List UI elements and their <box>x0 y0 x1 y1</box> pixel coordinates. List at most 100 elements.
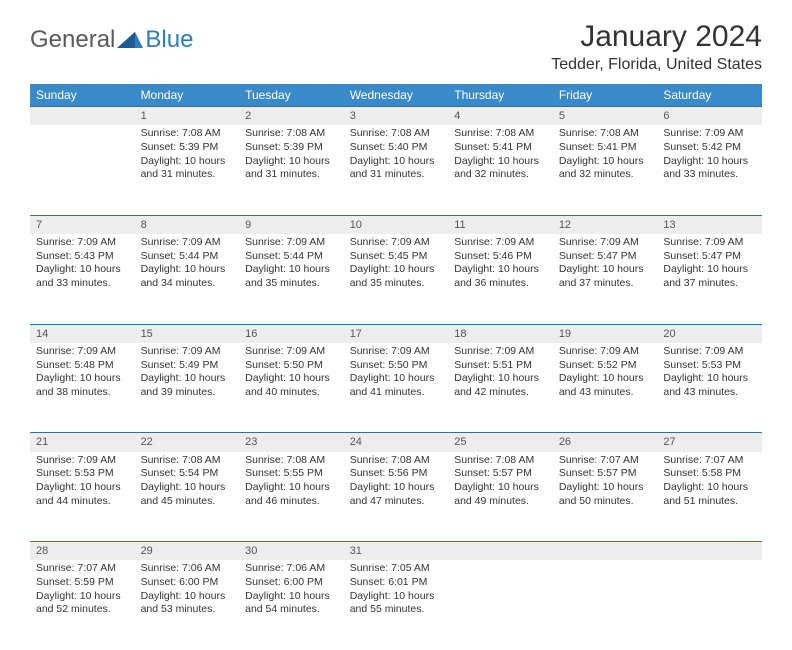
sunrise-text: Sunrise: 7:09 AM <box>36 454 129 468</box>
sunset-text: Sunset: 5:52 PM <box>559 359 652 373</box>
day-cell <box>657 560 762 650</box>
daylight-text: Daylight: 10 hours and 37 minutes. <box>559 263 652 290</box>
sunrise-text: Sunrise: 7:08 AM <box>454 127 547 141</box>
day-cell: Sunrise: 7:07 AMSunset: 5:59 PMDaylight:… <box>30 560 135 650</box>
day-cell: Sunrise: 7:07 AMSunset: 5:58 PMDaylight:… <box>657 452 762 542</box>
day-cell: Sunrise: 7:08 AMSunset: 5:54 PMDaylight:… <box>135 452 240 542</box>
sunset-text: Sunset: 5:53 PM <box>36 467 129 481</box>
sunset-text: Sunset: 5:59 PM <box>36 576 129 590</box>
sunrise-text: Sunrise: 7:09 AM <box>559 345 652 359</box>
day-cell: Sunrise: 7:08 AMSunset: 5:40 PMDaylight:… <box>344 125 449 215</box>
weekday-header: Wednesday <box>344 84 449 107</box>
sunset-text: Sunset: 5:50 PM <box>350 359 443 373</box>
month-title: January 2024 <box>551 20 762 54</box>
sunset-text: Sunset: 5:39 PM <box>141 141 234 155</box>
day-number-cell: 7 <box>30 215 135 234</box>
weekday-header: Saturday <box>657 84 762 107</box>
sunset-text: Sunset: 5:56 PM <box>350 467 443 481</box>
sunset-text: Sunset: 5:48 PM <box>36 359 129 373</box>
sunrise-text: Sunrise: 7:09 AM <box>350 236 443 250</box>
day-number-cell <box>448 542 553 561</box>
sunset-text: Sunset: 5:50 PM <box>245 359 338 373</box>
daylight-text: Daylight: 10 hours and 46 minutes. <box>245 481 338 508</box>
sunset-text: Sunset: 5:51 PM <box>454 359 547 373</box>
sunset-text: Sunset: 5:57 PM <box>454 467 547 481</box>
day-cell: Sunrise: 7:09 AMSunset: 5:50 PMDaylight:… <box>344 343 449 433</box>
sunrise-text: Sunrise: 7:09 AM <box>559 236 652 250</box>
day-number-cell: 16 <box>239 324 344 343</box>
day-number-cell: 11 <box>448 215 553 234</box>
day-number-cell: 27 <box>657 433 762 452</box>
day-cell: Sunrise: 7:08 AMSunset: 5:41 PMDaylight:… <box>448 125 553 215</box>
sunrise-text: Sunrise: 7:06 AM <box>245 562 338 576</box>
day-number-cell: 5 <box>553 107 658 126</box>
sunset-text: Sunset: 5:40 PM <box>350 141 443 155</box>
day-number-cell <box>30 107 135 126</box>
daylight-text: Daylight: 10 hours and 47 minutes. <box>350 481 443 508</box>
sunset-text: Sunset: 5:57 PM <box>559 467 652 481</box>
day-number-cell: 12 <box>553 215 658 234</box>
daylight-text: Daylight: 10 hours and 39 minutes. <box>141 372 234 399</box>
daylight-text: Daylight: 10 hours and 53 minutes. <box>141 590 234 617</box>
day-number-cell: 29 <box>135 542 240 561</box>
daylight-text: Daylight: 10 hours and 32 minutes. <box>559 155 652 182</box>
day-cell: Sunrise: 7:08 AMSunset: 5:39 PMDaylight:… <box>135 125 240 215</box>
daylight-text: Daylight: 10 hours and 42 minutes. <box>454 372 547 399</box>
day-cell: Sunrise: 7:07 AMSunset: 5:57 PMDaylight:… <box>553 452 658 542</box>
daylight-text: Daylight: 10 hours and 38 minutes. <box>36 372 129 399</box>
sunrise-text: Sunrise: 7:09 AM <box>141 236 234 250</box>
sunrise-text: Sunrise: 7:09 AM <box>141 345 234 359</box>
day-content-row: Sunrise: 7:09 AMSunset: 5:53 PM Daylight:… <box>30 452 762 542</box>
day-number-row: 28293031 <box>30 542 762 561</box>
daylight-text: Daylight: 10 hours and 51 minutes. <box>663 481 756 508</box>
sunset-text: Sunset: 5:54 PM <box>141 467 234 481</box>
day-number-cell: 31 <box>344 542 449 561</box>
day-cell <box>448 560 553 650</box>
day-content-row: Sunrise: 7:07 AMSunset: 5:59 PMDaylight:… <box>30 560 762 650</box>
sunset-text: Sunset: 5:44 PM <box>245 250 338 264</box>
day-number-row: 78910111213 <box>30 215 762 234</box>
day-number-cell: 4 <box>448 107 553 126</box>
day-cell <box>553 560 658 650</box>
daylight-text: Daylight: 10 hours and 43 minutes. <box>559 372 652 399</box>
day-number-cell: 28 <box>30 542 135 561</box>
day-number-cell: 26 <box>553 433 658 452</box>
daylight-text: Daylight: 10 hours and 35 minutes. <box>245 263 338 290</box>
logo-triangle-icon <box>117 30 143 50</box>
daylight-text: Daylight: 10 hours and 55 minutes. <box>350 590 443 617</box>
day-number-cell: 8 <box>135 215 240 234</box>
weekday-header: Monday <box>135 84 240 107</box>
sunset-text: Sunset: 5:46 PM <box>454 250 547 264</box>
sunset-text: Sunset: 5:47 PM <box>559 250 652 264</box>
location: Tedder, Florida, United States <box>551 56 762 74</box>
day-number-cell: 13 <box>657 215 762 234</box>
sunrise-text: Sunrise: 7:09 AM <box>663 236 756 250</box>
day-number-cell: 18 <box>448 324 553 343</box>
daylight-text: Daylight: 10 hours and 35 minutes. <box>350 263 443 290</box>
daylight-text: Daylight: 10 hours and 45 minutes. <box>141 481 234 508</box>
daylight-text: Daylight: 10 hours and 31 minutes. <box>245 155 338 182</box>
sunset-text: Sunset: 5:39 PM <box>245 141 338 155</box>
day-number-row: 21222324252627 <box>30 433 762 452</box>
sunrise-text: Sunrise: 7:08 AM <box>559 127 652 141</box>
day-cell: Sunrise: 7:09 AMSunset: 5:46 PMDaylight:… <box>448 234 553 324</box>
day-cell: Sunrise: 7:09 AMSunset: 5:43 PMDaylight:… <box>30 234 135 324</box>
sunrise-text: Sunrise: 7:09 AM <box>454 345 547 359</box>
day-cell: Sunrise: 7:09 AMSunset: 5:53 PMDaylight:… <box>30 452 135 542</box>
daylight-text: Daylight: 10 hours and 34 minutes. <box>141 263 234 290</box>
day-number-cell: 22 <box>135 433 240 452</box>
day-cell: Sunrise: 7:09 AMSunset: 5:44 PMDaylight:… <box>239 234 344 324</box>
day-number-cell: 2 <box>239 107 344 126</box>
sunrise-text: Sunrise: 7:09 AM <box>245 345 338 359</box>
day-number-cell: 30 <box>239 542 344 561</box>
sunrise-text: Sunrise: 7:07 AM <box>559 454 652 468</box>
day-number-cell <box>553 542 658 561</box>
day-cell: Sunrise: 7:09 AMSunset: 5:47 PMDaylight:… <box>553 234 658 324</box>
daylight-text: Daylight: 10 hours and 50 minutes. <box>559 481 652 508</box>
sunrise-text: Sunrise: 7:08 AM <box>350 454 443 468</box>
logo: General Blue <box>30 20 193 54</box>
day-cell: Sunrise: 7:09 AMSunset: 5:44 PMDaylight:… <box>135 234 240 324</box>
day-number-cell: 10 <box>344 215 449 234</box>
sunrise-text: Sunrise: 7:08 AM <box>245 127 338 141</box>
day-cell: Sunrise: 7:09 AMSunset: 5:50 PMDaylight:… <box>239 343 344 433</box>
